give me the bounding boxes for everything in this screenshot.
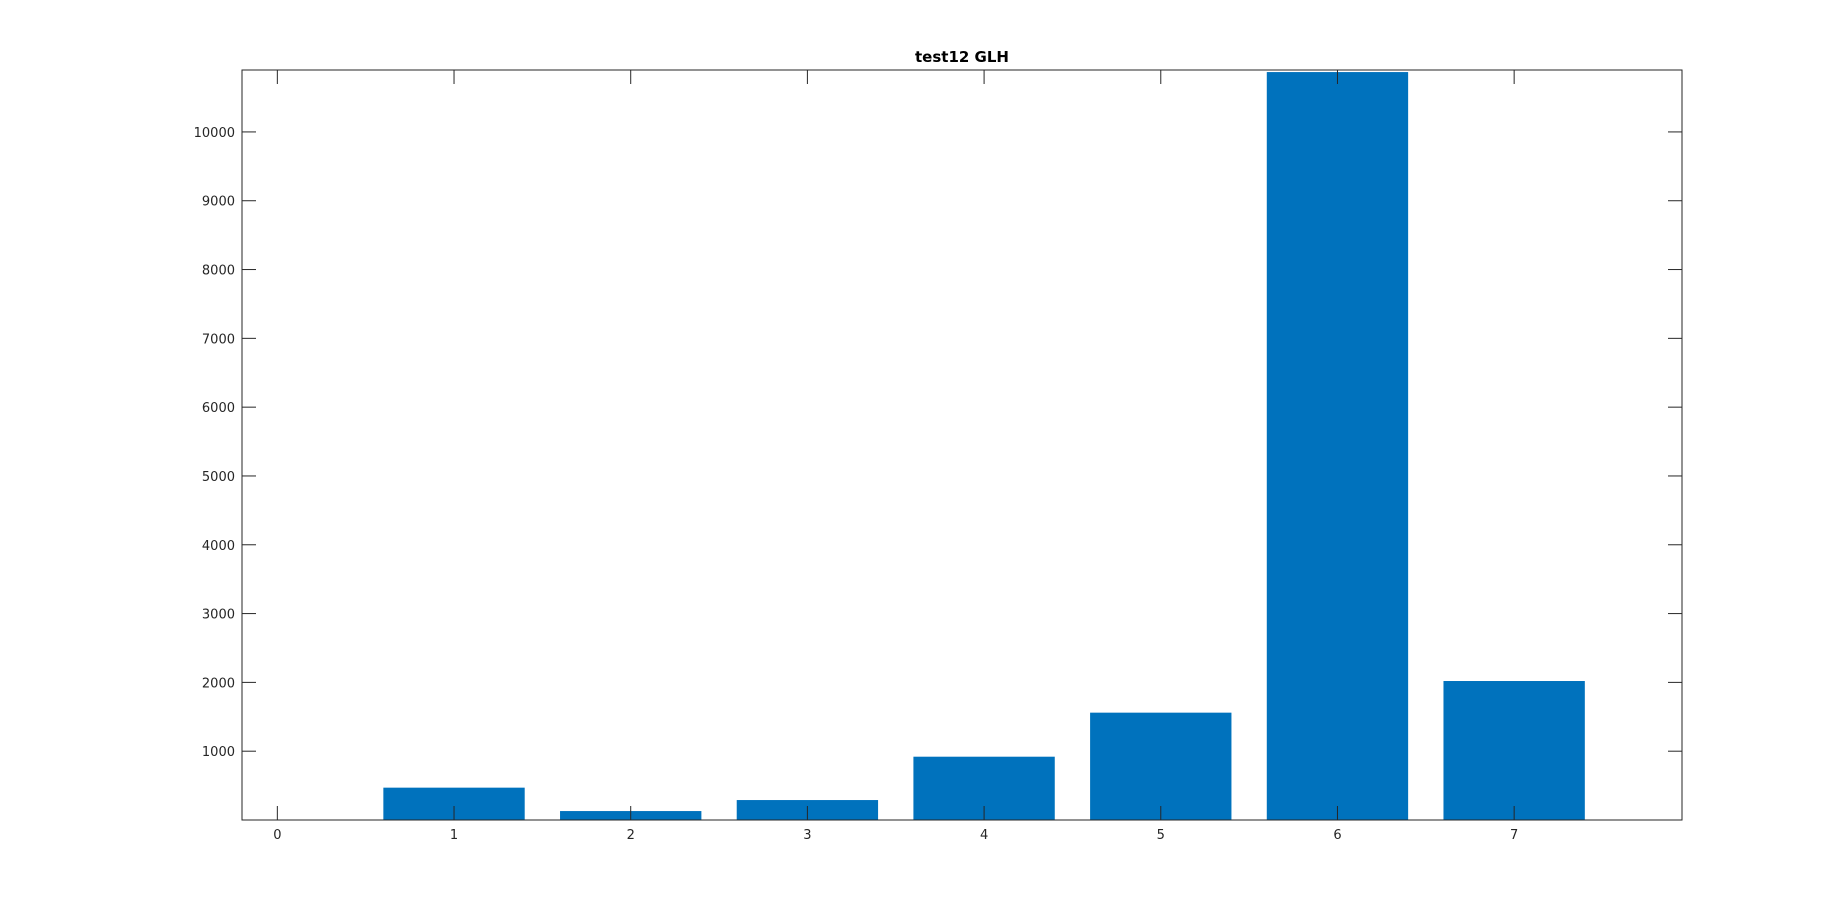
axes-box [241,69,1683,821]
bars-group [383,72,1585,821]
y-tick-label: 1000 [202,745,235,760]
bar-7 [1443,681,1585,820]
x-tick-label: 3 [803,828,811,843]
y-tick-label: 10000 [194,126,235,141]
y-tick-label: 5000 [202,470,235,485]
y-tick-label: 6000 [202,401,235,416]
y-tick-label: 7000 [202,332,235,347]
chart-title: test12 GLH [915,48,1009,66]
y-tick-label: 9000 [202,195,235,210]
x-tick-label: 7 [1510,828,1518,843]
x-tick-label: 6 [1333,828,1341,843]
y-tick-label: 2000 [202,676,235,691]
y-tick-label: 8000 [202,264,235,279]
y-tick-label: 4000 [202,539,235,554]
x-axis-ticks: 0 1 2 3 4 5 6 7 [273,70,1518,843]
x-tick-label: 0 [273,828,281,843]
x-tick-label: 5 [1157,828,1165,843]
x-tick-label: 1 [450,828,458,843]
bar-5 [1090,712,1232,820]
y-tick-label: 3000 [202,608,235,623]
y-axis-ticks: 1000 2000 3000 4000 5000 6000 7000 8000 9000 1000… [194,126,1682,760]
x-tick-label: 2 [627,828,635,843]
bar-6 [1266,72,1409,821]
x-tick-label: 4 [980,828,988,843]
